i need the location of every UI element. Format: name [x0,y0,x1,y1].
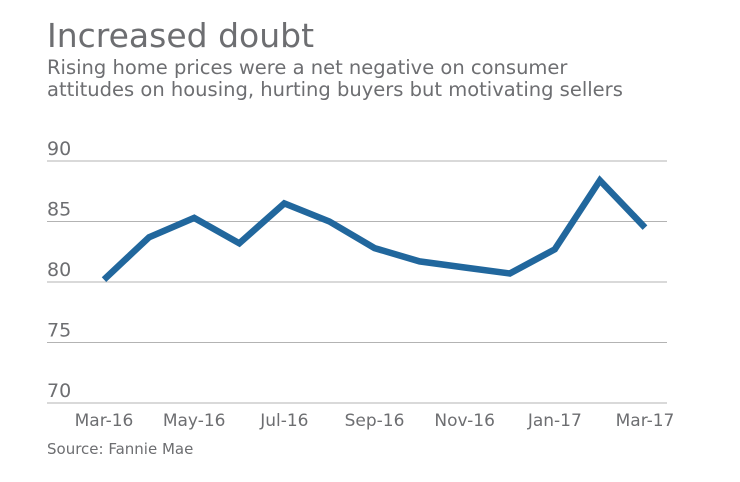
x-axis-tick-labels: Mar-16 May-16 Jul-16 Sep-16 Nov-16 Jan-17 Mar-… [75,411,675,431]
x-tick-label: Nov-16 [434,411,495,431]
subtitle-line-2: attitudes on housing, hurting buyers but… [47,78,623,101]
y-tick-label: 90 [47,138,71,160]
y-tick-label: 70 [47,380,71,402]
subtitle-line-1: Rising home prices were a net negative o… [47,56,568,79]
x-tick-label: Jul-16 [259,411,308,431]
y-axis-tick-labels: 90 85 80 75 70 [47,138,71,402]
chart-title: Increased doubt [47,16,315,55]
x-tick-label: Sep-16 [345,411,405,431]
chart-subtitle: Rising home prices were a net negative o… [47,57,727,101]
y-tick-label: 80 [47,259,71,281]
series-group [101,175,648,282]
x-tick-label: May-16 [163,411,226,431]
gridlines [47,160,667,404]
y-tick-label: 85 [47,199,71,221]
y-tick-label: 75 [47,320,71,342]
x-tick-label: Jan-17 [527,411,582,431]
source-note: Source: Fannie Mae [47,440,194,458]
series-line [101,175,648,282]
x-tick-label: Mar-17 [616,411,675,431]
x-tick-label: Mar-16 [75,411,134,431]
